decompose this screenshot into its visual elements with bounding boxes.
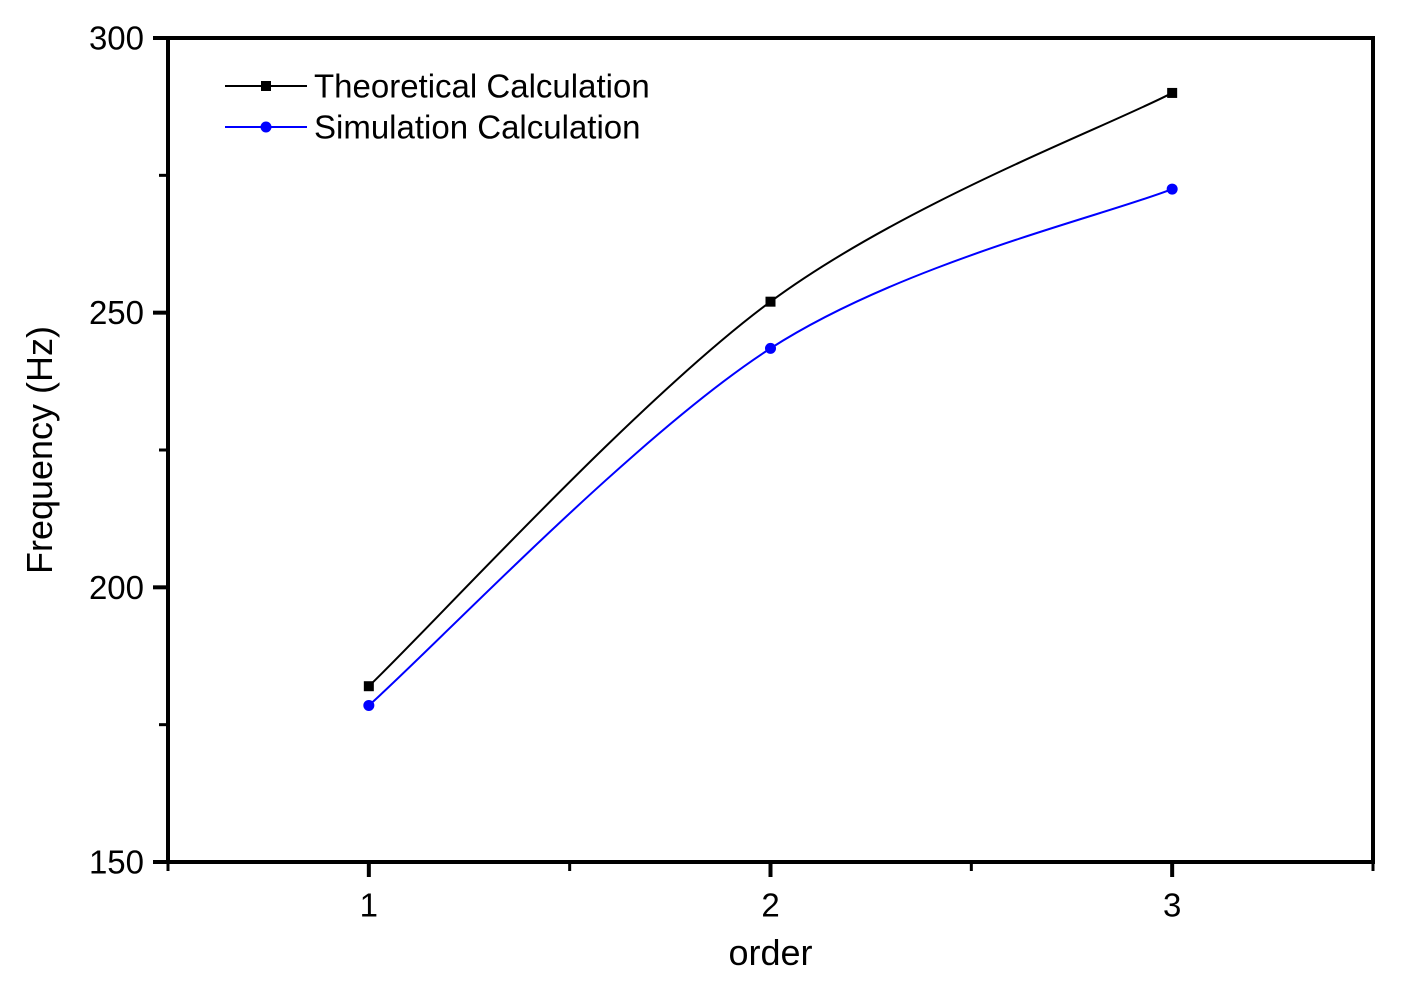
series-marker-circle — [363, 699, 375, 711]
legend-item-label: Simulation Calculation — [314, 109, 641, 146]
axis-tick-labels: 1 2 3 150 200 250 300 — [89, 20, 1181, 924]
x-tick-label: 2 — [761, 887, 779, 924]
series-line — [368, 92, 1173, 687]
axis-ticks — [153, 36, 1375, 877]
series-marker-circle — [765, 342, 776, 354]
legend-item: Simulation Calculation — [225, 109, 641, 146]
legend-item: Theoretical Calculation — [225, 68, 650, 105]
y-tick-label: 200 — [89, 569, 144, 606]
y-tick-label: 300 — [89, 20, 144, 57]
data-series — [363, 87, 1178, 711]
x-tick-label: 3 — [1163, 887, 1181, 924]
series-marker-square — [363, 681, 374, 692]
series-line — [368, 188, 1173, 707]
x-tick-label: 1 — [360, 887, 378, 924]
legend-square-marker-icon — [261, 81, 271, 91]
series-marker-circle — [1166, 183, 1178, 195]
legend: Theoretical Calculation Simulation Calcul… — [225, 68, 650, 146]
legend-item-label: Theoretical Calculation — [314, 68, 650, 105]
y-tick-label: 250 — [89, 294, 144, 331]
plot-frame — [166, 36, 1375, 864]
y-tick-label: 150 — [89, 844, 144, 881]
y-axis-title: Frequency (Hz) — [19, 326, 60, 574]
series-marker-square — [1167, 87, 1178, 98]
legend-circle-marker-icon — [260, 121, 272, 133]
series-marker-square — [765, 296, 776, 307]
x-axis-title: order — [728, 932, 812, 973]
